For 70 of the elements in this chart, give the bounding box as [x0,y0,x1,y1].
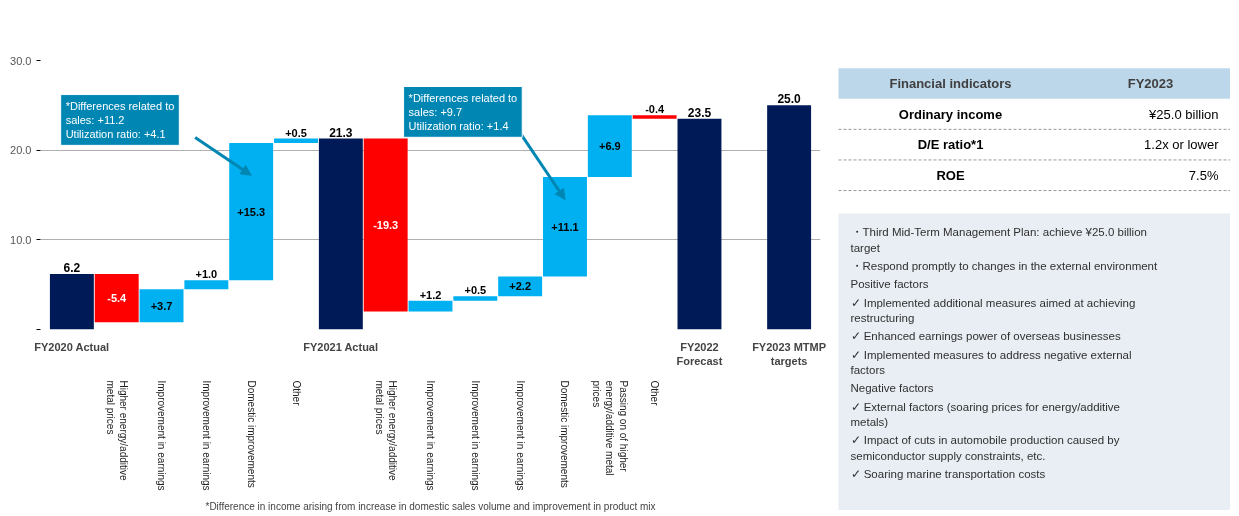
text: ✓ Impact of cuts in automobile production caused by semiconductor supply constraints, etc. [850,434,1120,462]
bar [632,115,677,119]
text: FY2023 [1127,75,1174,91]
x-tick-label: Other [649,380,661,407]
data-label: +11.1 [551,220,579,233]
text: ✓ Enhanced earnings power of overseas businesses [850,330,1121,343]
x-tick-label: FY2023 MTMP targets [752,340,827,367]
data-label: +0.5 [464,284,487,297]
bar [587,115,632,178]
bar [184,280,229,290]
data-label: +1.2 [419,288,442,301]
data-label: -0.4 [645,103,665,116]
category-label: Ordinary income [898,106,1003,122]
data-label: +1.0 [195,268,218,281]
data-label: +15.3 [237,205,266,218]
text: ✓ Implemented measures to address negative external factors [850,348,1132,376]
bar [94,273,139,323]
bar [408,300,453,312]
x-tick-label: FY2020 Actual [34,340,110,353]
x-tick-label: Other [290,380,302,407]
data-label: 25.0 [777,92,802,107]
text: ・Respond promptly to changes in the external environment [850,259,1158,272]
bar [767,105,812,330]
x-tick-label: FY2021 Actual [303,340,379,353]
y-tick-label: 20.0 [10,144,32,157]
annotation: *Differences related to sales: +9.7 Utilization ratio: +1.4 [408,91,518,133]
data-label: +6.9 [598,140,621,153]
text: Negative factors [850,382,934,395]
data-label: 23.5 [687,105,712,120]
x-tick-label: Improvement in earnings [200,380,212,491]
text: 1.2x or lower [1144,137,1219,153]
x-tick-label: Improvement in earnings [514,380,526,491]
x-tick-label: FY2022 Forecast [676,340,723,367]
text: ✓ External factors (soaring prices for energy/additive metals) [850,400,1121,428]
text: Financial indicators [889,75,1012,91]
bar [677,118,722,330]
x-tick-label: Improvement in earnings [156,380,168,491]
category-label: ROE [936,167,965,183]
data-label: +3.7 [150,299,173,312]
data-label: -5.4 [107,292,128,305]
x-tick-label: Higher energy/additive metal prices [373,380,398,481]
data-label: -19.3 [373,219,399,232]
x-tick-label: Domestic improvements [559,380,571,488]
bar [229,142,274,281]
x-tick-label: Passing on of higher energy/additive metal prices [591,380,629,476]
bar [139,289,184,323]
text: *Difference in income arising from increase in domestic sales volume and improvement in product mix [205,500,656,512]
category-label: D/E ratio*1 [917,137,984,153]
data-label: +2.2 [509,280,532,293]
bar [318,138,363,330]
data-label: +0.5 [285,126,307,139]
bar [49,273,94,330]
text: 7.5% [1188,167,1219,183]
y-tick-label: 30.0 [10,54,32,67]
y-tick-label: 10.0 [10,233,32,246]
text: ・Third Mid-Term Management Plan: achieve ¥25.0 billion target [850,226,1147,254]
text: ✓ Implemented additional measures aimed at achieving restructuring [850,296,1136,324]
bar [543,177,587,277]
bar [453,296,498,301]
text: Positive factors [850,278,929,291]
text: ✓ Soaring marine transportation costs [850,467,1046,480]
x-tick-label: Improvement in earnings [469,380,481,491]
x-tick-label: Improvement in earnings [425,380,436,491]
x-tick-label: Domestic improvements [245,380,257,488]
text: ¥25.0 billion [1149,106,1219,122]
data-label: 6.2 [63,260,81,275]
data-label: 21.3 [329,125,353,140]
annotation: *Differences related to sales: +11.2 Utilization ratio: +4.1 [65,99,175,141]
bar [363,138,408,312]
x-tick-label: Higher energy/additive metal prices [104,380,129,481]
